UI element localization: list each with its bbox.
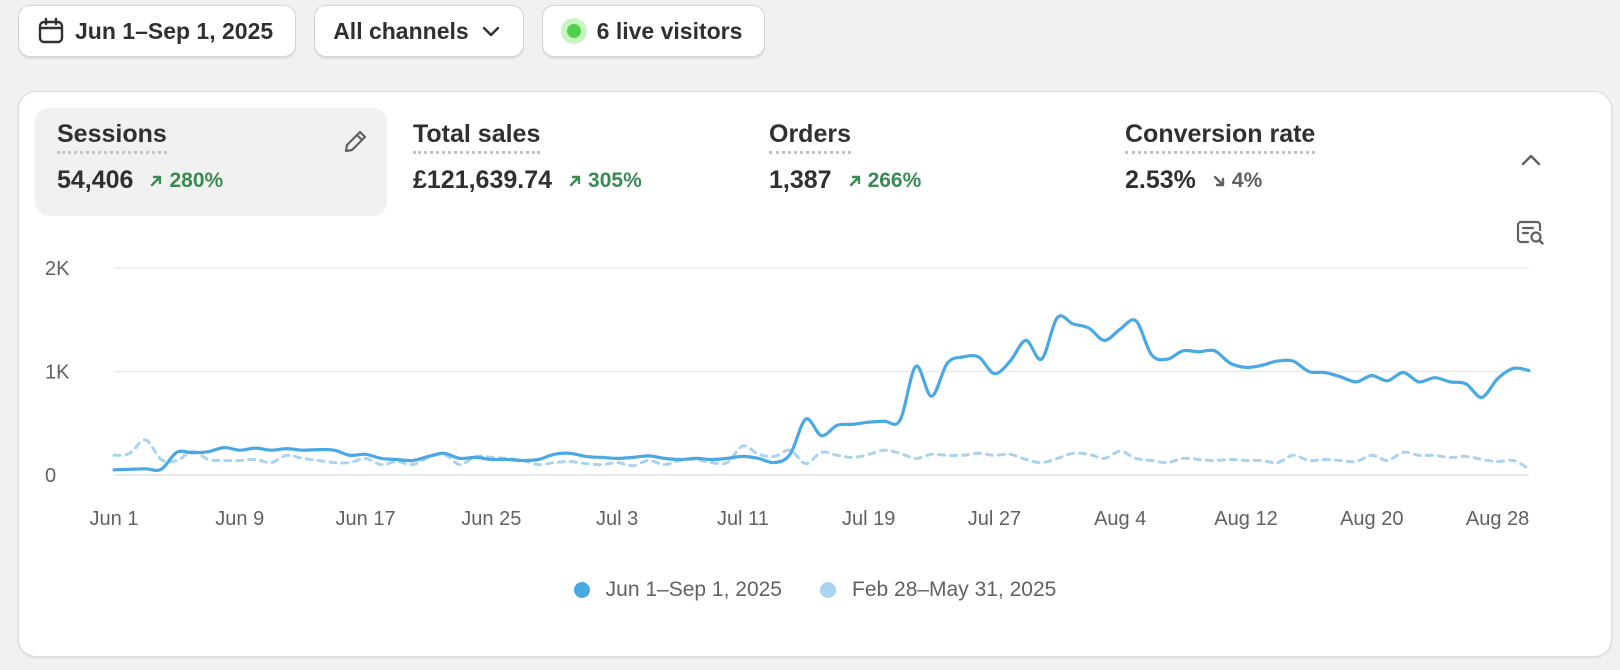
metric-title[interactable]: Conversion rate [1125, 120, 1316, 154]
x-tick-label: Aug 20 [1340, 508, 1403, 530]
x-tick-label: Jun 17 [336, 508, 396, 530]
x-tick-label: Jul 3 [596, 508, 638, 530]
legend-dot [573, 582, 590, 598]
live-visitors-label: 6 live visitors [596, 17, 743, 44]
legend-item-current[interactable]: Jun 1–Sep 1, 2025 [573, 578, 782, 602]
x-tick-label: Jun 1 [90, 508, 139, 530]
x-tick-label: Jul 19 [842, 508, 895, 530]
legend-dot [820, 582, 836, 598]
x-tick-label: Jun 9 [215, 508, 264, 530]
metric-delta: 266% [848, 168, 922, 193]
metric-delta: 280% [149, 169, 223, 193]
sessions-chart: 0 1K 2K Jun 1 Jun 9 Jun 17 Jun 25 Jul 3 Jul 11 Ju… [45, 258, 1531, 530]
pencil-icon[interactable] [341, 128, 369, 161]
metric-total-sales[interactable]: Total sales £121,639.74 305% [391, 108, 743, 216]
chevron-down-icon [481, 24, 501, 38]
x-tick-label: Aug 28 [1466, 508, 1529, 530]
arrow-up-right-icon [151, 175, 162, 186]
x-tick-label: Jul 27 [968, 508, 1021, 530]
metric-delta-value: 280% [169, 168, 224, 192]
metric-delta-value: 305% [588, 168, 642, 192]
series-line-previous[interactable] [112, 438, 1531, 471]
live-indicator-icon [560, 18, 587, 44]
metric-delta-value: 4% [1231, 168, 1263, 192]
metric-title[interactable]: Sessions [57, 120, 167, 154]
arrow-up-right-icon [569, 175, 581, 186]
metric-value: 54,406 [57, 166, 134, 194]
metric-delta: 4% [1212, 169, 1262, 193]
metric-value: £121,639.74 [413, 166, 553, 194]
legend-label: Feb 28–May 31, 2025 [852, 578, 1057, 601]
analytics-card: Sessions 54,406 280% Total sales £121,63… [18, 91, 1612, 657]
y-tick-label: 2K [45, 258, 70, 280]
toolbar: Jun 1–Sep 1, 2025 All channels 6 live vi… [18, 5, 766, 57]
channels-dropdown[interactable]: All channels [314, 5, 524, 57]
metric-delta: 305% [568, 169, 642, 193]
series-line-current[interactable] [112, 314, 1531, 473]
metric-orders[interactable]: Orders 1,387 266% [747, 108, 1099, 216]
x-tick-label: Aug 4 [1094, 508, 1146, 530]
arrow-down-right-icon [1213, 175, 1225, 186]
metric-sessions[interactable]: Sessions 54,406 280% [35, 108, 387, 216]
chart-legend: Jun 1–Sep 1, 2025 Feb 28–May 31, 2025 [19, 578, 1611, 602]
x-tick-label: Jun 25 [461, 508, 521, 530]
chevron-up-icon[interactable] [1519, 148, 1543, 177]
date-range-button[interactable]: Jun 1–Sep 1, 2025 [18, 5, 297, 57]
metric-title[interactable]: Orders [769, 120, 851, 154]
metric-value: 1,387 [769, 166, 832, 194]
metric-title[interactable]: Total sales [413, 120, 541, 154]
explore-data-icon[interactable] [1515, 218, 1545, 253]
metric-value: 2.53% [1125, 166, 1196, 194]
metric-delta-value: 266% [867, 168, 922, 192]
y-tick-label: 0 [45, 465, 56, 487]
live-visitors-button[interactable]: 6 live visitors [541, 5, 766, 57]
calendar-icon [37, 17, 65, 45]
metric-conversion-rate[interactable]: Conversion rate 2.53% 4% [1103, 108, 1455, 216]
arrow-up-right-icon [849, 175, 860, 186]
x-tick-label: Jul 11 [717, 508, 769, 530]
y-tick-label: 1K [45, 362, 70, 384]
date-range-label: Jun 1–Sep 1, 2025 [75, 17, 274, 44]
legend-label: Jun 1–Sep 1, 2025 [605, 578, 782, 601]
channels-label: All channels [333, 17, 469, 44]
legend-item-previous[interactable]: Feb 28–May 31, 2025 [820, 578, 1056, 602]
x-tick-label: Aug 12 [1214, 508, 1277, 530]
